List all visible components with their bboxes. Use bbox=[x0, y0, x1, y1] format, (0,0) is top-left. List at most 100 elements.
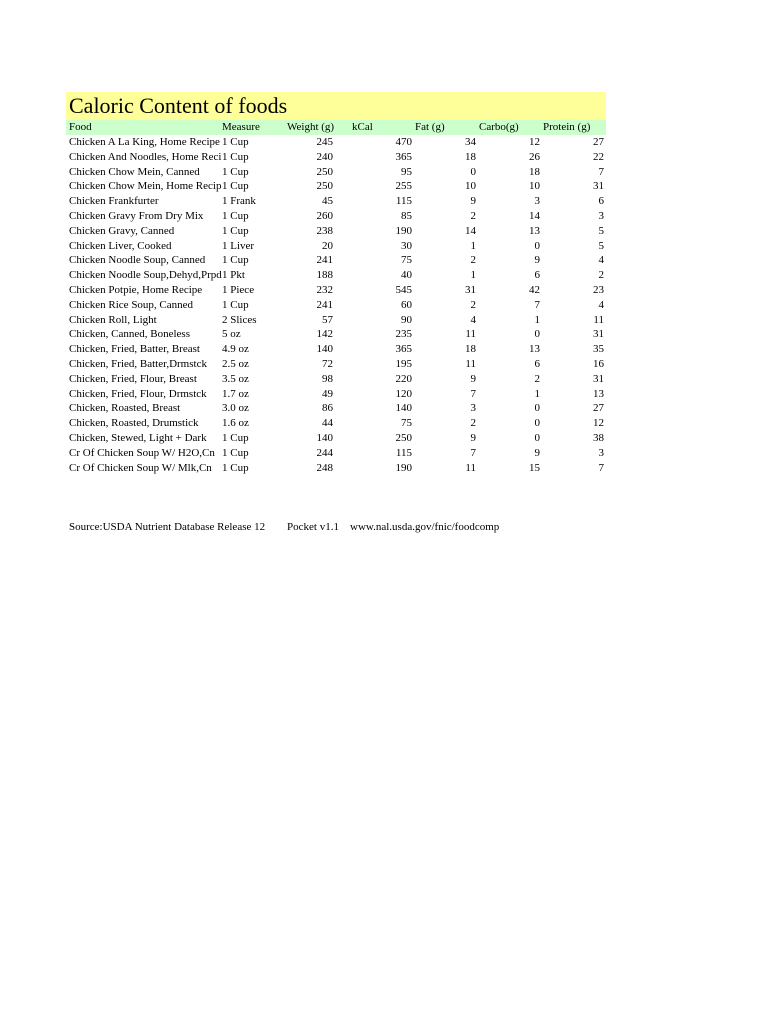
cell-food: Chicken, Canned, Boneless bbox=[69, 328, 190, 341]
cell-food: Cr Of Chicken Soup W/ H2O,Cn bbox=[69, 446, 215, 459]
cell-weight: 72 bbox=[322, 357, 333, 370]
cell-food: Chicken And Noodles, Home Recipe bbox=[69, 150, 222, 163]
header-row: Food Measure Weight (g) kCal Fat (g) Car… bbox=[66, 120, 606, 135]
cell-kcal: 365 bbox=[395, 343, 413, 356]
cell-fat: 4 bbox=[470, 313, 477, 326]
cell-carbo: 26 bbox=[529, 150, 540, 163]
table-row: Chicken, Canned, Boneless 5 oz 142 235 11 0 31 bbox=[66, 327, 606, 342]
cell-carbo: 0 bbox=[534, 402, 541, 415]
cell-food: Chicken Roll, Light bbox=[69, 313, 157, 326]
cell-weight: 241 bbox=[316, 254, 334, 267]
cell-weight: 250 bbox=[316, 165, 334, 178]
cell-carbo: 13 bbox=[529, 343, 540, 356]
cell-protein: 11 bbox=[593, 313, 604, 326]
cell-fat: 31 bbox=[465, 283, 476, 296]
table-row: Chicken A La King, Home Recipe 1 Cup 245 47… bbox=[66, 135, 606, 150]
cell-carbo: 15 bbox=[529, 461, 540, 474]
cell-measure: 1 Cup bbox=[222, 209, 249, 222]
cell-fat: 14 bbox=[465, 224, 476, 237]
cell-carbo: 42 bbox=[529, 283, 540, 296]
cell-protein: 16 bbox=[593, 357, 604, 370]
table-row: Chicken Roll, Light 2 Slices 57 90 4 1 11 bbox=[66, 313, 606, 328]
cell-kcal: 190 bbox=[395, 461, 413, 474]
cell-protein: 13 bbox=[593, 387, 604, 400]
cell-kcal: 40 bbox=[401, 269, 412, 282]
cell-fat: 3 bbox=[470, 402, 477, 415]
table-row: Chicken Gravy From Dry Mix 1 Cup 260 85 2 14 3 bbox=[66, 209, 606, 224]
cell-measure: 1 Cup bbox=[222, 180, 249, 193]
cell-kcal: 470 bbox=[395, 136, 413, 148]
spreadsheet: Caloric Content of foods Food Measure We… bbox=[66, 92, 606, 475]
sheet-title: Caloric Content of foods bbox=[66, 92, 606, 120]
cell-weight: 98 bbox=[322, 372, 333, 385]
cell-protein: 6 bbox=[598, 195, 605, 208]
cell-kcal: 190 bbox=[395, 224, 413, 237]
cell-food: Chicken Liver, Cooked bbox=[69, 239, 172, 252]
cell-food: Chicken Noodle Soup, Canned bbox=[69, 254, 206, 267]
cell-weight: 260 bbox=[316, 209, 334, 222]
cell-kcal: 60 bbox=[401, 298, 412, 311]
cell-measure: 1 Pkt bbox=[222, 269, 245, 282]
cell-carbo: 13 bbox=[529, 224, 540, 237]
cell-measure: 2 Slices bbox=[222, 313, 257, 326]
cell-fat: 7 bbox=[470, 446, 477, 459]
cell-weight: 244 bbox=[316, 446, 334, 459]
cell-kcal: 30 bbox=[401, 239, 412, 252]
cell-carbo: 3 bbox=[534, 195, 541, 208]
cell-measure: 1 Frank bbox=[222, 195, 256, 208]
table-row: Chicken, Fried, Flour, Breast 3.5 oz 98 220… bbox=[66, 372, 606, 387]
header-carbo: Carbo(g) bbox=[479, 121, 519, 133]
table-row: Chicken Chow Mein, Home Recipe 1 Cup 250 25… bbox=[66, 179, 606, 194]
cell-carbo: 6 bbox=[534, 269, 541, 282]
cell-fat: 9 bbox=[470, 431, 477, 444]
cell-weight: 44 bbox=[322, 417, 333, 430]
cell-food: Chicken Frankfurter bbox=[69, 195, 159, 208]
cell-food: Chicken Chow Mein, Canned bbox=[69, 165, 200, 178]
cell-fat: 2 bbox=[470, 254, 477, 267]
cell-food: Chicken, Roasted, Drumstick bbox=[69, 417, 199, 430]
cell-measure: 1.6 oz bbox=[222, 417, 249, 430]
header-weight: Weight (g) bbox=[287, 121, 335, 133]
cell-kcal: 140 bbox=[395, 402, 413, 415]
cell-fat: 0 bbox=[470, 165, 477, 178]
cell-kcal: 235 bbox=[395, 328, 413, 341]
cell-kcal: 90 bbox=[401, 313, 412, 326]
cell-kcal: 95 bbox=[401, 165, 412, 178]
cell-kcal: 115 bbox=[395, 195, 412, 208]
header-fat: Fat (g) bbox=[415, 121, 445, 133]
cell-food: Chicken, Fried, Flour, Breast bbox=[69, 372, 197, 385]
cell-carbo: 2 bbox=[534, 372, 541, 385]
source-text: Source:USDA Nutrient Database Release 12 bbox=[69, 521, 266, 533]
cell-protein: 27 bbox=[593, 136, 604, 148]
cell-measure: 4.9 oz bbox=[222, 343, 249, 356]
cell-weight: 232 bbox=[316, 283, 334, 296]
cell-carbo: 0 bbox=[534, 431, 541, 444]
cell-fat: 11 bbox=[465, 357, 476, 370]
cell-measure: 1 Cup bbox=[222, 224, 249, 237]
cell-fat: 1 bbox=[470, 239, 477, 252]
table-row: Chicken, Fried, Flour, Drmstck 1.7 oz 49 12… bbox=[66, 387, 606, 402]
cell-kcal: 220 bbox=[395, 372, 413, 385]
cell-measure: 1.7 oz bbox=[222, 387, 249, 400]
cell-kcal: 115 bbox=[395, 446, 412, 459]
cell-food: Chicken Chow Mein, Home Recipe bbox=[69, 180, 222, 193]
cell-kcal: 75 bbox=[401, 417, 412, 430]
cell-protein: 7 bbox=[598, 165, 605, 178]
table-body: Chicken A La King, Home Recipe 1 Cup 245 47… bbox=[66, 135, 606, 475]
cell-food: Chicken, Stewed, Light + Dark bbox=[69, 431, 207, 444]
header-food: Food bbox=[69, 121, 92, 133]
cell-food: Chicken Noodle Soup,Dehyd,Prpd bbox=[69, 269, 222, 282]
cell-fat: 7 bbox=[470, 387, 477, 400]
cell-kcal: 75 bbox=[401, 254, 412, 267]
cell-protein: 2 bbox=[598, 269, 605, 282]
cell-carbo: 6 bbox=[534, 357, 541, 370]
cell-measure: 3.0 oz bbox=[222, 402, 249, 415]
cell-kcal: 85 bbox=[401, 209, 412, 222]
cell-measure: 1 Cup bbox=[222, 298, 249, 311]
cell-kcal: 120 bbox=[395, 387, 413, 400]
cell-food: Chicken, Fried, Batter, Breast bbox=[69, 343, 200, 356]
cell-food: Chicken, Fried, Batter,Drmstck bbox=[69, 357, 207, 370]
cell-weight: 140 bbox=[316, 343, 334, 356]
cell-protein: 22 bbox=[593, 150, 604, 163]
source-url: www.nal.usda.gov/fnic/foodcomp bbox=[350, 521, 500, 533]
